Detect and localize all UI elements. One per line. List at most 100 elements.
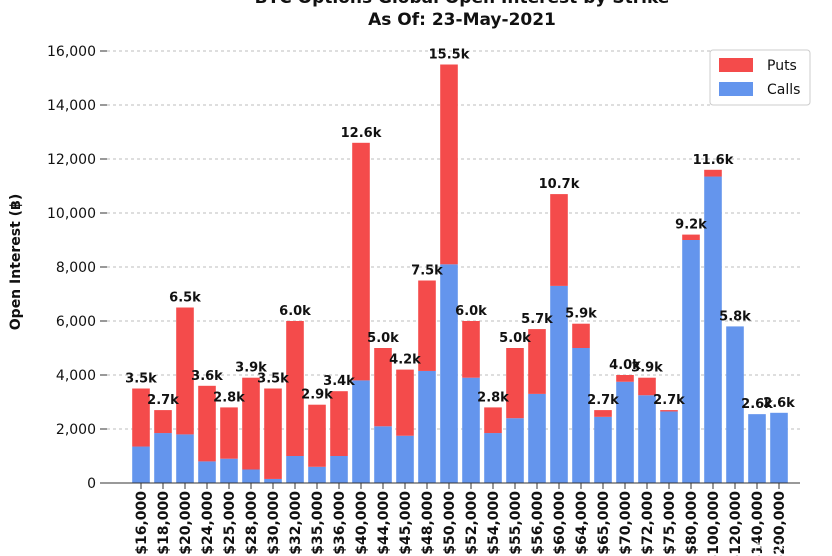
x-tick-label: $200,000 xyxy=(772,491,788,556)
bar-puts xyxy=(594,410,612,417)
bar-calls xyxy=(220,458,238,483)
x-tick-label: $75,000 xyxy=(662,491,678,555)
x-tick-label: $40,000 xyxy=(354,491,370,555)
x-tick-label: $45,000 xyxy=(398,491,414,555)
x-tick-label: $64,000 xyxy=(574,491,590,555)
bar-puts xyxy=(220,407,238,459)
bar-calls xyxy=(594,416,612,483)
chart-title-line2: As Of: 23-May-2021 xyxy=(368,10,556,30)
bar-calls xyxy=(748,414,766,483)
bar-puts xyxy=(154,410,172,434)
total-data-label: 5.7k xyxy=(521,312,553,327)
bar-puts xyxy=(176,307,194,435)
x-tick-label: $35,000 xyxy=(310,491,326,555)
y-axis-label: Open Interest (฿) xyxy=(8,194,24,330)
legend-label-puts: Puts xyxy=(767,58,797,74)
bar-puts xyxy=(660,410,678,412)
bar-calls xyxy=(374,426,392,483)
total-data-label: 2.7k xyxy=(587,393,619,408)
bar-calls xyxy=(462,377,480,483)
bar-calls xyxy=(154,433,172,483)
bar-puts xyxy=(484,407,502,434)
x-tick-label: $32,000 xyxy=(288,491,304,555)
x-tick-label: $65,000 xyxy=(596,491,612,555)
x-tick-label: $120,000 xyxy=(728,491,744,556)
bar-calls xyxy=(396,435,414,483)
bar-puts xyxy=(132,388,150,447)
bar-calls xyxy=(242,469,260,483)
y-tick-label: 0 xyxy=(87,476,96,492)
total-data-label: 2.6k xyxy=(741,397,773,412)
total-data-label: 3.5k xyxy=(257,372,289,387)
legend-label-calls: Calls xyxy=(767,82,800,98)
total-data-label: 2.6k xyxy=(763,396,795,411)
bar-puts xyxy=(528,329,546,394)
data-labels: 3.5k2.7k6.5k3.6k2.8k3.9k3.5k6.0k2.9k3.4k… xyxy=(125,48,795,413)
bar-calls xyxy=(286,456,304,483)
total-data-label: 2.7k xyxy=(147,393,179,408)
bar-calls xyxy=(308,466,326,483)
bar-puts xyxy=(330,391,348,456)
bar-calls xyxy=(484,433,502,483)
bar-puts xyxy=(638,377,656,396)
y-tick-label: 12,000 xyxy=(47,152,96,168)
total-data-label: 6.5k xyxy=(169,291,201,306)
bar-puts xyxy=(704,169,722,177)
bar-calls xyxy=(638,395,656,483)
bar-calls xyxy=(440,264,458,483)
total-data-label: 10.7k xyxy=(539,177,580,192)
bar-calls xyxy=(616,381,634,483)
x-tick-label: $30,000 xyxy=(266,491,282,555)
bar-puts xyxy=(286,321,304,456)
bar-calls xyxy=(660,411,678,483)
x-tick-label: $52,000 xyxy=(464,491,480,555)
x-tick-label: $24,000 xyxy=(200,491,216,555)
x-tick-label: $16,000 xyxy=(134,491,150,555)
x-tick-label: $140,000 xyxy=(750,491,766,556)
x-tick-label: $50,000 xyxy=(442,491,458,555)
bar-calls xyxy=(704,176,722,484)
total-data-label: 2.7k xyxy=(653,393,685,408)
x-tick-label: $48,000 xyxy=(420,491,436,555)
x-tick-label: $28,000 xyxy=(244,491,260,555)
x-tick-label: $60,000 xyxy=(552,491,568,555)
total-data-label: 3.4k xyxy=(323,374,355,389)
total-data-label: 4.0k xyxy=(609,358,641,373)
bar-calls xyxy=(506,418,524,483)
bar-calls xyxy=(550,285,568,483)
x-tick-label: $100,000 xyxy=(706,491,722,556)
y-tick-label: 16,000 xyxy=(47,44,96,60)
bar-puts xyxy=(440,64,458,265)
total-data-label: 12.6k xyxy=(341,126,382,141)
y-tick-label: 4,000 xyxy=(56,368,96,384)
bar-calls xyxy=(264,478,282,483)
bar-calls xyxy=(528,393,546,483)
x-tick-label: $20,000 xyxy=(178,491,194,555)
legend: Puts Calls xyxy=(709,49,811,106)
total-data-label: 2.8k xyxy=(213,390,245,405)
bar-puts xyxy=(550,194,568,286)
chart-title-line1: BTC Options Global Open Interest by Stri… xyxy=(255,0,670,8)
bar-puts xyxy=(264,388,282,479)
x-tick-label: $72,000 xyxy=(640,491,656,555)
watermark-text: Greeks xyxy=(742,537,795,555)
total-data-label: 3.9k xyxy=(631,361,663,376)
x-tick-label: $44,000 xyxy=(376,491,392,555)
y-tick-label: 6,000 xyxy=(56,314,96,330)
y-tick-label: 10,000 xyxy=(47,206,96,222)
bar-puts xyxy=(308,404,326,467)
bar-puts xyxy=(242,377,260,470)
total-data-label: 11.6k xyxy=(693,153,734,168)
bar-puts xyxy=(682,234,700,240)
bar-puts xyxy=(506,348,524,419)
total-data-label: 6.0k xyxy=(279,304,311,319)
total-data-label: 3.6k xyxy=(191,369,223,384)
legend-swatch-calls xyxy=(719,82,753,96)
total-data-label: 5.8k xyxy=(719,309,751,324)
total-data-label: 2.8k xyxy=(477,390,509,405)
bar-puts xyxy=(374,348,392,427)
bar-puts xyxy=(572,323,590,348)
x-tick-label: $18,000 xyxy=(156,491,172,555)
bar-calls xyxy=(418,370,436,483)
